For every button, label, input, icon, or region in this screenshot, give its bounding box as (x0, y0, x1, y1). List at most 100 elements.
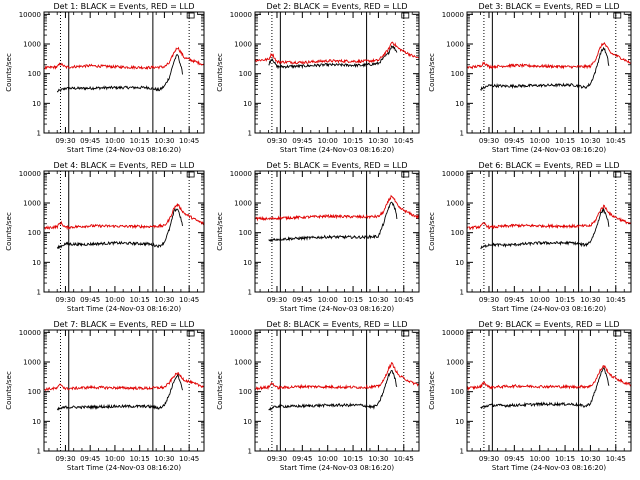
x-tick-label: 10:45 (394, 137, 414, 145)
y-tick-label: 10000 (442, 170, 464, 178)
x-tick-label: 10:45 (606, 455, 626, 463)
x-tick-label: 10:30 (368, 455, 388, 463)
detector-panel: Det 5: BLACK = Events, RED = LLD Counts/s… (216, 161, 420, 313)
y-tick-label: 1000 (446, 200, 464, 208)
y-tick-label: 100 (239, 388, 252, 396)
legend-box-glyph (186, 12, 195, 19)
y-tick-label: 100 (451, 388, 464, 396)
x-tick-label: 09:30 (55, 296, 75, 304)
x-tick-label: 10:00 (530, 296, 550, 304)
black-series-line (268, 370, 398, 412)
y-axis-label: Counts/sec (428, 212, 436, 251)
y-tick-label: 10000 (442, 11, 464, 19)
y-axis-label: Counts/sec (428, 53, 436, 92)
legend-box-glyph (613, 330, 622, 337)
y-tick-label: 10 (32, 418, 41, 426)
x-tick-label: 10:00 (318, 137, 338, 145)
x-axis-label: Start Time (24-Nov-03 08:16:20) (280, 464, 394, 472)
x-tick-label: 10:15 (130, 455, 150, 463)
x-tick-label: 10:45 (606, 137, 626, 145)
y-tick-label: 10000 (442, 329, 464, 337)
red-series-line (466, 41, 632, 70)
x-tick-label: 09:45 (80, 296, 100, 304)
y-tick-label: 1000 (23, 359, 41, 367)
y-tick-label: 1000 (23, 200, 41, 208)
x-tick-label: 10:00 (530, 455, 550, 463)
plot-frame (466, 11, 632, 134)
x-tick-label: 09:45 (80, 137, 100, 145)
y-tick-label: 100 (239, 229, 252, 237)
y-tick-label: 10000 (230, 11, 252, 19)
y-tick-label: 10 (32, 259, 41, 267)
y-tick-label: 1000 (234, 200, 252, 208)
x-axis-label: Start Time (24-Nov-03 08:16:20) (280, 146, 394, 154)
x-tick-label: 10:00 (105, 296, 125, 304)
y-tick-label: 1 (248, 289, 252, 297)
x-tick-label: 10:15 (555, 455, 575, 463)
y-tick-label: 1 (37, 130, 41, 138)
detector-panel: Det 4: BLACK = Events, RED = LLD Counts/s… (5, 161, 205, 313)
y-tick-label: 1000 (234, 41, 252, 49)
y-axis-label: Counts/sec (216, 53, 224, 92)
y-tick-label: 100 (239, 70, 252, 78)
legend-box-glyph (186, 330, 195, 337)
detector-panel: Det 1: BLACK = Events, RED = LLD Counts/s… (5, 2, 205, 154)
x-tick-label: 09:45 (504, 137, 524, 145)
detector-panel: Det 7: BLACK = Events, RED = LLD Counts/s… (5, 320, 205, 472)
legend-box-glyph (401, 171, 410, 178)
x-tick-label: 10:45 (179, 455, 199, 463)
plot-frame (254, 170, 420, 293)
x-tick-label: 09:45 (292, 137, 312, 145)
x-tick-label: 09:45 (80, 455, 100, 463)
red-series-line (466, 204, 632, 231)
x-tick-label: 10:00 (318, 455, 338, 463)
y-tick-label: 100 (28, 70, 41, 78)
detector-panel: Det 2: BLACK = Events, RED = LLD Counts/s… (216, 2, 420, 154)
x-tick-label: 09:30 (479, 137, 499, 145)
x-tick-label: 10:15 (555, 137, 575, 145)
y-tick-label: 10 (32, 100, 41, 108)
x-tick-label: 10:15 (343, 455, 363, 463)
panel-title: Det 2: BLACK = Events, RED = LLD (267, 2, 408, 11)
plot-frame (254, 329, 420, 452)
detector-panel: Det 3: BLACK = Events, RED = LLD Counts/s… (428, 2, 632, 154)
x-tick-label: 09:45 (292, 296, 312, 304)
y-tick-label: 1000 (446, 41, 464, 49)
x-tick-label: 10:30 (154, 455, 174, 463)
red-series-line (44, 46, 205, 71)
plot-frame (466, 329, 632, 452)
panel-title: Det 4: BLACK = Events, RED = LLD (54, 161, 195, 170)
x-axis-label: Start Time (24-Nov-03 08:16:20) (67, 305, 181, 313)
x-tick-label: 09:45 (504, 296, 524, 304)
legend-box-glyph (613, 12, 622, 19)
y-tick-label: 1 (248, 130, 252, 138)
y-axis-label: Counts/sec (5, 212, 13, 251)
x-axis-label: Start Time (24-Nov-03 08:16:20) (280, 305, 394, 313)
y-tick-label: 1000 (23, 41, 41, 49)
x-tick-label: 09:30 (55, 455, 75, 463)
plot-frame (43, 329, 205, 452)
y-tick-label: 1 (460, 448, 464, 456)
x-tick-label: 10:45 (394, 296, 414, 304)
y-tick-label: 1 (460, 289, 464, 297)
legend-box-glyph (401, 12, 410, 19)
y-tick-label: 100 (451, 70, 464, 78)
detector-panel: Det 6: BLACK = Events, RED = LLD Counts/s… (428, 161, 632, 313)
x-tick-label: 10:00 (105, 137, 125, 145)
y-tick-label: 100 (28, 229, 41, 237)
x-tick-label: 10:30 (154, 296, 174, 304)
black-series-line (268, 201, 398, 243)
y-tick-label: 10 (455, 418, 464, 426)
x-axis-label: Start Time (24-Nov-03 08:16:20) (67, 146, 181, 154)
plot-frame (466, 170, 632, 293)
x-tick-label: 10:15 (343, 137, 363, 145)
black-series-line (480, 367, 610, 410)
black-series-line (480, 46, 610, 92)
red-series-line (254, 194, 420, 222)
red-series-line (254, 361, 420, 391)
x-tick-label: 10:45 (394, 455, 414, 463)
x-tick-label: 10:00 (530, 137, 550, 145)
y-tick-label: 1000 (234, 359, 252, 367)
y-tick-label: 10 (243, 259, 252, 267)
y-axis-label: Counts/sec (5, 371, 13, 410)
